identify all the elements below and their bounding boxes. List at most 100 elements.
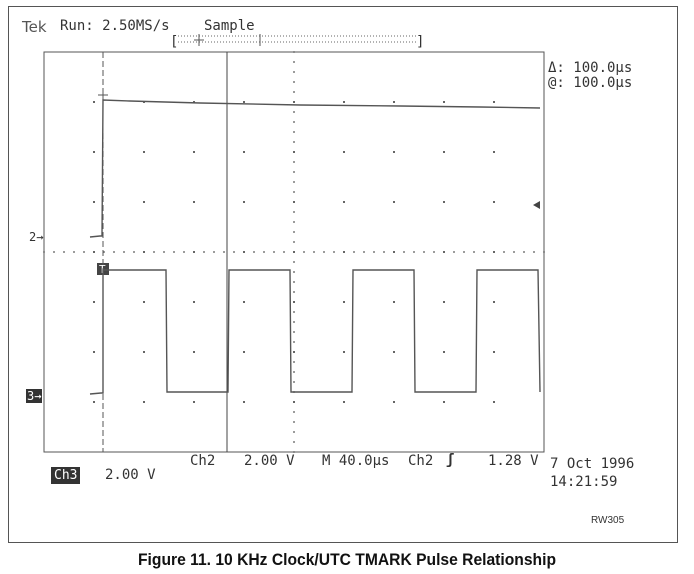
grid-dot	[293, 451, 295, 453]
cursor-delta-readout: Δ: 100.0µs	[548, 60, 633, 76]
grid-dot	[103, 251, 105, 253]
grid-dot	[203, 251, 205, 253]
ch3-scale: 2.00 V	[105, 467, 156, 483]
grid-dot	[343, 101, 345, 103]
grid-dot	[393, 351, 395, 353]
grid-dot	[343, 201, 345, 203]
grid-dot	[293, 371, 295, 373]
grid-dot	[443, 301, 445, 303]
grid-dot	[293, 111, 295, 113]
grid-dot	[293, 361, 295, 363]
grid-dot	[473, 251, 475, 253]
grid-dot	[293, 341, 295, 343]
grid-dot	[443, 251, 445, 253]
grid-dot	[193, 101, 195, 103]
date-readout: 7 Oct 1996	[550, 456, 635, 472]
grid-dot	[493, 101, 495, 103]
grid-dot	[493, 301, 495, 303]
record-bracket-right: ]	[416, 34, 425, 50]
grid-dot	[193, 401, 195, 403]
grid-dot	[283, 251, 285, 253]
grid-dot	[273, 251, 275, 253]
grid-dot	[323, 251, 325, 253]
time-readout: 14:21:59	[550, 474, 618, 490]
grid-dot	[293, 181, 295, 183]
grid-dot	[343, 351, 345, 353]
grid-dot	[443, 351, 445, 353]
grid-dot	[403, 251, 405, 253]
grid-dot	[233, 251, 235, 253]
ch2-ground-marker: 2→	[29, 230, 44, 244]
grid-dot	[93, 351, 95, 353]
figure-caption: Figure 11. 10 KHz Clock/UTC TMARK Pulse …	[137, 550, 557, 569]
grid-dot	[493, 351, 495, 353]
grid-dot	[293, 151, 295, 153]
grid-dot	[493, 251, 495, 253]
grid-dot	[143, 301, 145, 303]
grid-dot	[93, 301, 95, 303]
grid-dot	[243, 401, 245, 403]
grid-dot	[503, 251, 505, 253]
grid-dot	[113, 251, 115, 253]
grid-dot	[543, 251, 545, 253]
grid-dot	[293, 291, 295, 293]
grid-dot	[393, 401, 395, 403]
grid-dot	[143, 351, 145, 353]
timebase-readout: M 40.0µs	[322, 453, 390, 469]
grid-dot	[133, 251, 135, 253]
grid-dot	[193, 351, 195, 353]
brand-label: Tek	[22, 18, 47, 36]
grid-dot	[483, 251, 485, 253]
ch3-ground-marker: 3→	[26, 389, 43, 403]
grid-dot	[243, 201, 245, 203]
trigger-slope-icon: ʃ	[446, 452, 455, 468]
grid-dot	[43, 251, 45, 253]
grid-dot	[373, 251, 375, 253]
acquisition-mode: Sample	[204, 18, 255, 34]
grid-dot	[293, 421, 295, 423]
grid-dot	[493, 201, 495, 203]
grid-dot	[143, 401, 145, 403]
grid-dot	[463, 251, 465, 253]
trigger-source: Ch2	[408, 453, 434, 469]
cursor-position-readout: @: 100.0µs	[548, 75, 633, 91]
ch2-trace	[89, 99, 541, 238]
grid-dot	[243, 351, 245, 353]
grid-dot	[143, 251, 145, 253]
grid-dot	[523, 251, 525, 253]
grid-dot	[193, 251, 195, 253]
grid-dot	[293, 441, 295, 443]
graticule-dots	[43, 51, 545, 453]
grid-dot	[93, 101, 95, 103]
grid-dot	[333, 251, 335, 253]
grid-dot	[343, 401, 345, 403]
grid-dot	[293, 321, 295, 323]
figure-id: RW305	[591, 515, 625, 526]
trigger-level-arrow-icon	[533, 201, 540, 209]
grid-dot	[243, 151, 245, 153]
grid-dot	[123, 251, 125, 253]
grid-dot	[293, 101, 295, 103]
grid-dot	[293, 381, 295, 383]
grid-dot	[193, 201, 195, 203]
grid-dot	[293, 201, 295, 203]
grid-dot	[93, 151, 95, 153]
grid-dot	[293, 431, 295, 433]
grid-dot	[143, 151, 145, 153]
grid-dot	[153, 251, 155, 253]
grid-dot	[213, 251, 215, 253]
grid-dot	[293, 121, 295, 123]
record-bracket-left: [	[170, 34, 179, 50]
grid-dot	[293, 81, 295, 83]
grid-dot	[443, 201, 445, 203]
grid-dot	[83, 251, 85, 253]
grid-dot	[533, 251, 535, 253]
grid-dot	[143, 201, 145, 203]
grid-dot	[303, 251, 305, 253]
record-position-bar	[178, 34, 418, 46]
grid-dot	[93, 201, 95, 203]
grid-dot	[293, 351, 295, 353]
grid-dot	[393, 151, 395, 153]
grid-dot	[393, 301, 395, 303]
grid-dot	[343, 251, 345, 253]
